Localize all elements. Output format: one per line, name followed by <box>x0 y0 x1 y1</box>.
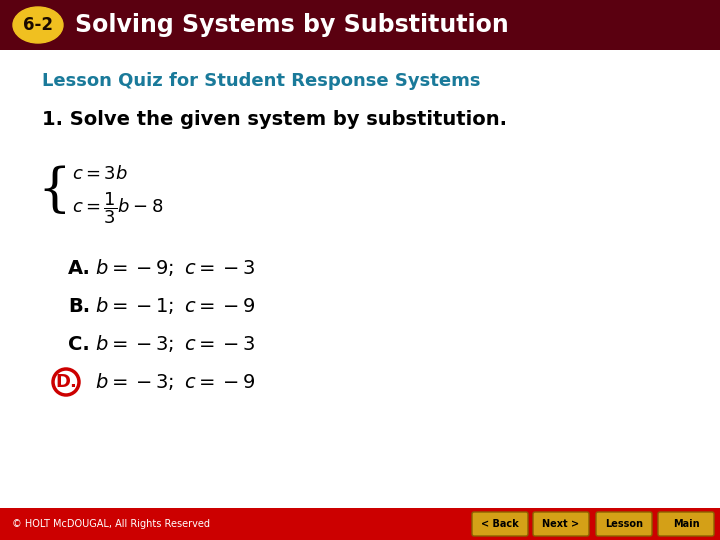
Text: $b = -3;\ c = -3$: $b = -3;\ c = -3$ <box>95 334 256 354</box>
Text: < Back: < Back <box>481 519 519 529</box>
Text: Next >: Next > <box>542 519 580 529</box>
Text: Solving Systems by Substitution: Solving Systems by Substitution <box>75 13 509 37</box>
Bar <box>0 508 720 540</box>
Ellipse shape <box>13 7 63 43</box>
Text: © HOLT McDOUGAL, All Rights Reserved: © HOLT McDOUGAL, All Rights Reserved <box>12 519 210 529</box>
Text: Lesson: Lesson <box>605 519 643 529</box>
Text: D.: D. <box>55 373 77 391</box>
Text: $c = \dfrac{1}{3}b - 8$: $c = \dfrac{1}{3}b - 8$ <box>72 190 163 226</box>
Bar <box>0 0 720 50</box>
Circle shape <box>53 369 79 395</box>
Text: A.: A. <box>68 259 91 278</box>
Text: Main: Main <box>672 519 699 529</box>
Text: {: { <box>37 165 71 217</box>
Text: $b = -9;\ c = -3$: $b = -9;\ c = -3$ <box>95 258 256 279</box>
Text: $b = -1;\ c = -9$: $b = -1;\ c = -9$ <box>95 295 256 316</box>
FancyBboxPatch shape <box>596 512 652 536</box>
FancyBboxPatch shape <box>472 512 528 536</box>
Text: C.: C. <box>68 334 90 354</box>
Text: 6-2: 6-2 <box>23 16 53 34</box>
Text: B.: B. <box>68 296 90 315</box>
Text: Lesson Quiz for Student Response Systems: Lesson Quiz for Student Response Systems <box>42 72 480 90</box>
FancyBboxPatch shape <box>658 512 714 536</box>
FancyBboxPatch shape <box>533 512 589 536</box>
Text: $b = -3;\ c = -9$: $b = -3;\ c = -9$ <box>95 372 256 393</box>
Text: 1. Solve the given system by substitution.: 1. Solve the given system by substitutio… <box>42 110 507 129</box>
Text: $c = 3b$: $c = 3b$ <box>72 165 128 183</box>
